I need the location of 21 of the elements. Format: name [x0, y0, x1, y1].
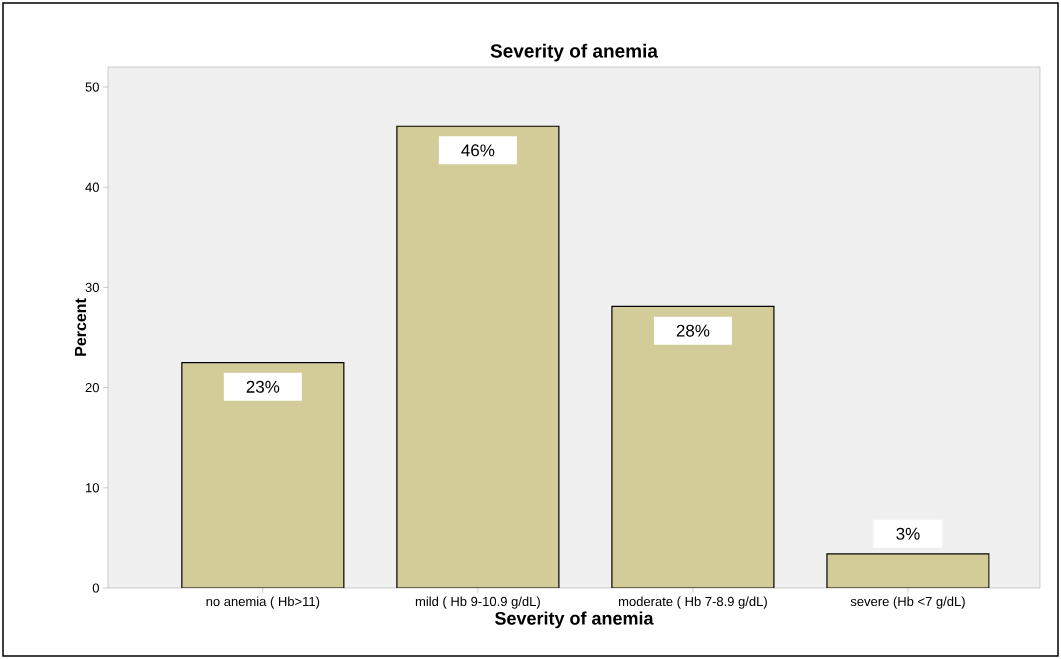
chart-title: Severity of anemia — [490, 43, 659, 62]
bar — [826, 553, 990, 588]
y-tick-label: 30 — [85, 282, 99, 293]
data-label: 46% — [461, 144, 495, 157]
x-tick-label: mild ( Hb 9-10.9 g/dL) — [415, 596, 540, 609]
bar — [396, 126, 559, 588]
y-tick-label: 0 — [92, 583, 99, 593]
x-tick-label: moderate ( Hb 7-8.9 g/dL) — [619, 596, 767, 609]
x-axis-title: Severity of anemia — [494, 611, 654, 629]
data-label: 3% — [896, 527, 920, 540]
y-axis-title: Percent — [74, 298, 87, 356]
y-tick-label: 10 — [86, 483, 99, 493]
y-tick-label: 50 — [85, 82, 99, 92]
y-tick-label: 40 — [85, 182, 99, 192]
data-label: 28% — [676, 324, 710, 337]
data-label: 23% — [246, 380, 280, 393]
bar — [611, 305, 775, 588]
y-tick-label: 20 — [85, 383, 99, 393]
bar — [181, 361, 345, 588]
x-tick-label: no anemia ( Hb>11) — [206, 596, 320, 609]
x-tick-label: severe (Hb <7 g/dL) — [850, 596, 965, 609]
